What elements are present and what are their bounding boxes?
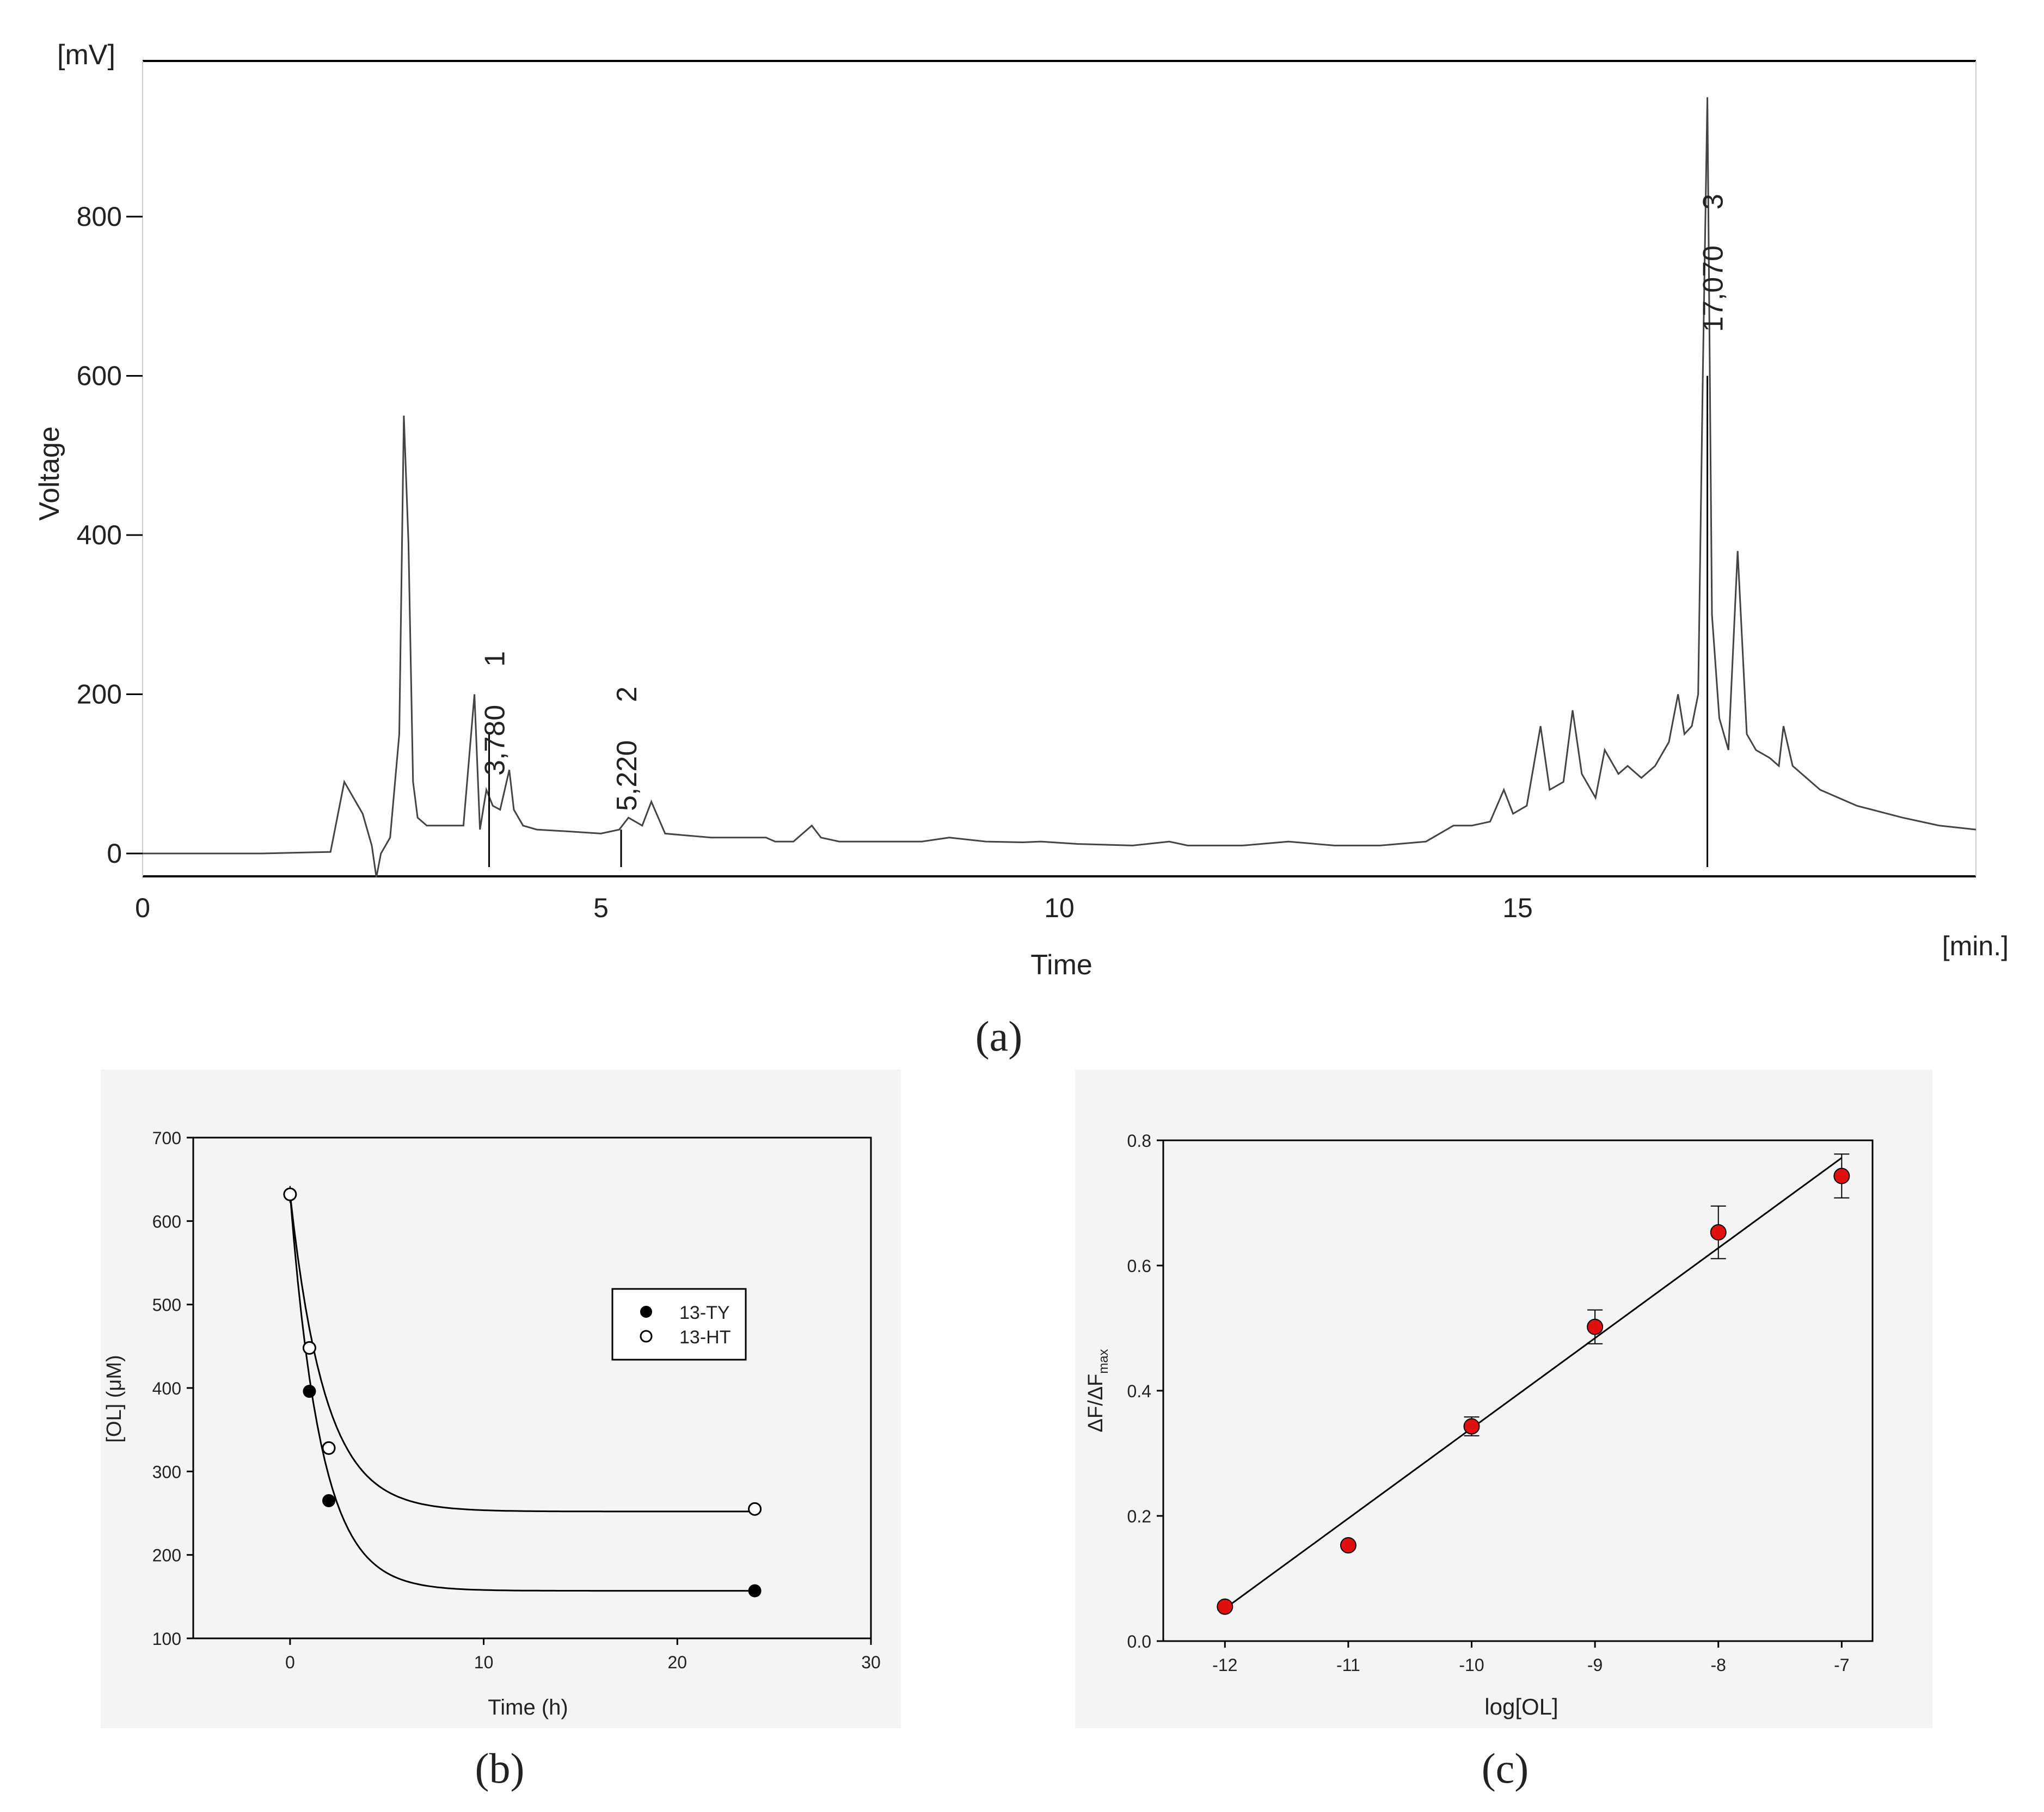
x-axis-title: log[OL] bbox=[1484, 1694, 1558, 1719]
data-point bbox=[1463, 1418, 1480, 1435]
legend-marker-13-TY bbox=[640, 1306, 652, 1318]
kinetics-panel: 100 200 300 400 500 600 700 0 10 20 30 Time (h) [O… bbox=[101, 1070, 901, 1792]
retention-time-label: 17,070 bbox=[1698, 245, 1729, 332]
legend-marker-13-HT bbox=[640, 1330, 653, 1343]
retention-time-label: 5,220 bbox=[611, 740, 643, 811]
y-tick-label: 0.4 bbox=[1127, 1381, 1151, 1401]
data-point bbox=[1340, 1537, 1356, 1554]
peak-number-label: 1 bbox=[480, 651, 511, 667]
y-tick-label: 0.6 bbox=[1127, 1256, 1151, 1276]
y-tick-label: 400 bbox=[77, 520, 122, 550]
x-tick-label: 30 bbox=[861, 1653, 881, 1672]
legend-label-13-TY: 13-TY bbox=[679, 1303, 730, 1323]
y-tick-label: 0 bbox=[107, 838, 122, 869]
x-tick-label: -10 bbox=[1459, 1655, 1484, 1675]
x-tick-label: -9 bbox=[1587, 1655, 1603, 1675]
peak-number-label: 2 bbox=[611, 686, 643, 702]
y-tick-label: 600 bbox=[152, 1212, 181, 1231]
x-tick-label: -7 bbox=[1834, 1655, 1849, 1675]
data-point-13-TY bbox=[322, 1494, 335, 1507]
fit-line bbox=[1224, 1157, 1843, 1610]
retention-time-label: 3,780 bbox=[480, 705, 511, 776]
x-tick-label: 10 bbox=[1044, 893, 1075, 923]
y-tick-label: 100 bbox=[152, 1629, 181, 1649]
dose-response-plot: 0.0 0.2 0.4 0.6 0.8 -12 -11 -10 -9 -8 -7 bbox=[1127, 1131, 1874, 1675]
x-tick-label: 10 bbox=[474, 1653, 494, 1672]
panel-label-b: (b) bbox=[475, 1745, 525, 1792]
y-axis-title: Voltage bbox=[34, 426, 65, 521]
legend: 13-TY 13-HT bbox=[611, 1288, 747, 1361]
legend-box bbox=[611, 1288, 747, 1361]
y-tick-label: 500 bbox=[152, 1295, 181, 1315]
panel-label-a: (a) bbox=[975, 1012, 1023, 1060]
panel-label-c: (c) bbox=[1482, 1745, 1529, 1792]
y-tick-label: 0.0 bbox=[1127, 1632, 1151, 1651]
kinetics-plot: 100 200 300 400 500 600 700 0 10 20 30 bbox=[152, 1128, 881, 1672]
y-axis-title-subscript: max bbox=[1096, 1349, 1111, 1373]
y-tick-label: 0.2 bbox=[1127, 1507, 1151, 1526]
peak-number-label: 3 bbox=[1698, 194, 1729, 210]
x-tick-label: 0 bbox=[135, 893, 150, 923]
y-axis-title-main: ΔF/ΔF bbox=[1084, 1374, 1107, 1433]
x-tick-label: 0 bbox=[285, 1653, 295, 1672]
x-tick-label: -12 bbox=[1212, 1655, 1237, 1675]
y-tick-label: 600 bbox=[77, 361, 122, 391]
fit-curve-13-TY bbox=[289, 1194, 755, 1592]
chromatogram-axes bbox=[142, 60, 1977, 877]
y-tick-label: 200 bbox=[152, 1546, 181, 1565]
x-tick-label: -11 bbox=[1336, 1655, 1360, 1675]
y-tick-label: 700 bbox=[152, 1128, 181, 1148]
y-tick-label: 800 bbox=[77, 201, 122, 232]
y-unit-label: [mV] bbox=[57, 39, 115, 71]
chromatogram-trace bbox=[143, 97, 1977, 878]
data-point bbox=[1217, 1598, 1233, 1615]
fit-curve-13-HT bbox=[289, 1194, 755, 1513]
y-tick-label: 400 bbox=[152, 1379, 181, 1398]
x-axis-title: Time bbox=[1030, 949, 1092, 981]
data-point-13-HT bbox=[283, 1187, 297, 1201]
x-axis-title: Time (h) bbox=[488, 1696, 568, 1719]
kinetics-panel-background bbox=[101, 1070, 901, 1728]
y-tick-label: 300 bbox=[152, 1462, 181, 1482]
data-point-13-HT bbox=[302, 1341, 316, 1355]
data-point-13-HT bbox=[322, 1441, 336, 1455]
y-axis-title: ΔF/ΔFmax bbox=[1084, 1349, 1111, 1432]
data-point-13-TY bbox=[303, 1385, 316, 1398]
data-point bbox=[1587, 1318, 1604, 1335]
x-tick-label: 5 bbox=[593, 893, 609, 923]
data-point bbox=[1833, 1168, 1850, 1184]
y-axis-title-group: ΔF/ΔFmax bbox=[1084, 1349, 1111, 1432]
peak-annotations: 3,780 1 5,220 2 17,070 3 bbox=[480, 194, 1729, 867]
x-tick-label: -8 bbox=[1711, 1655, 1726, 1675]
y-tick-label: 0.8 bbox=[1127, 1131, 1151, 1151]
data-point-13-TY bbox=[748, 1584, 762, 1598]
legend-label-13-HT: 13-HT bbox=[679, 1327, 731, 1348]
chromatogram-ticks: 0 200 400 600 800 0 5 10 15 bbox=[77, 201, 1533, 923]
data-point-13-HT bbox=[748, 1502, 762, 1516]
dose-response-panel: 0.0 0.2 0.4 0.6 0.8 -12 -11 -10 -9 -8 -7 log[OL] Δ… bbox=[1075, 1070, 1932, 1792]
x-tick-label: 15 bbox=[1502, 893, 1533, 923]
dose-response-panel-background bbox=[1075, 1070, 1932, 1728]
y-tick-label: 200 bbox=[77, 679, 122, 710]
x-tick-label: 20 bbox=[667, 1653, 687, 1672]
data-point bbox=[1710, 1224, 1727, 1241]
y-axis-title: [OL] (μM) bbox=[103, 1355, 126, 1442]
x-unit-label: [min.] bbox=[1942, 931, 2009, 961]
